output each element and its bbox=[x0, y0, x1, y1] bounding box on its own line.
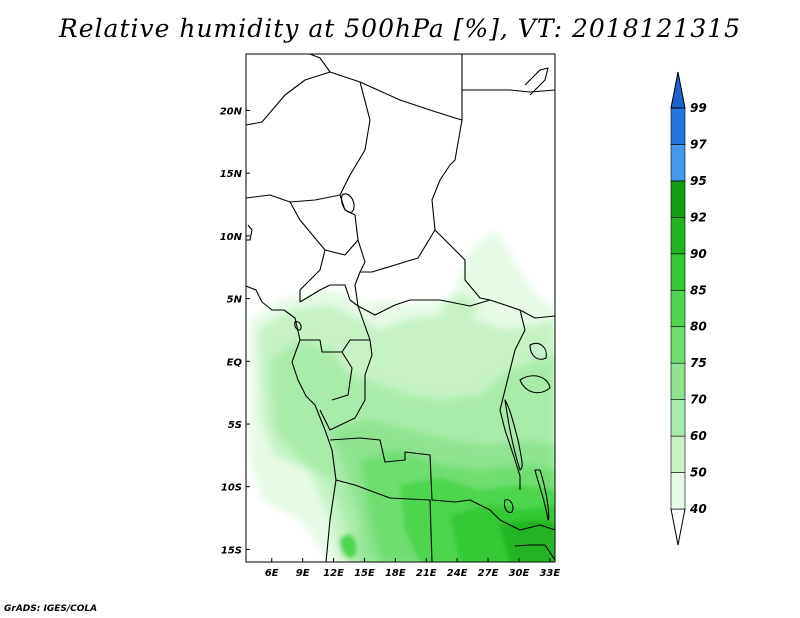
lon-axis: 6E 9E 12E 15E 18E 21E 24E 27E 30E 33E bbox=[265, 558, 560, 579]
colorbar-box bbox=[670, 289, 686, 328]
colorbar-label: 97 bbox=[690, 137, 707, 151]
colorbar-label: 80 bbox=[690, 320, 707, 334]
lat-tick-label: 15N bbox=[220, 169, 243, 180]
lon-tick-label: 12E bbox=[323, 568, 344, 579]
colorbar-label: 99 bbox=[690, 101, 707, 115]
lon-tick-label: 15E bbox=[354, 568, 375, 579]
colorbar-label: 60 bbox=[690, 429, 707, 443]
lat-tick-label: 20N bbox=[220, 106, 243, 117]
colorbar-box bbox=[670, 326, 686, 364]
lat-tick-label: EQ bbox=[227, 357, 243, 368]
colorbar-label: 70 bbox=[690, 393, 707, 407]
colorbar-box bbox=[670, 144, 686, 182]
colorbar-box bbox=[670, 362, 686, 400]
lat-tick-label: 5N bbox=[227, 295, 243, 306]
lon-tick-label: 9E bbox=[296, 568, 310, 579]
country-boundaries bbox=[246, 54, 555, 562]
colorbar-box bbox=[670, 107, 686, 145]
lat-tick-label: 10S bbox=[221, 483, 242, 494]
lat-tick-label: 15S bbox=[221, 545, 242, 556]
lon-tick-label: 6E bbox=[265, 568, 279, 579]
lat-axis: 20N 15N 10N 5N EQ 5S 10S 15S bbox=[220, 106, 250, 556]
plot-frame bbox=[245, 53, 556, 563]
colorbar-box bbox=[670, 253, 686, 291]
colorbar-bottom-triangle bbox=[670, 508, 686, 546]
colorbar-box bbox=[670, 217, 686, 255]
map-title: Relative humidity at 500hPa [%], VT: 201… bbox=[58, 14, 742, 43]
lon-tick-label: 30E bbox=[509, 568, 530, 579]
colorbar: 40 50 60 70 75 80 85 90 92 95 97 99 bbox=[670, 71, 707, 546]
colorbar-box bbox=[670, 435, 686, 473]
lat-tick-label: 10N bbox=[220, 232, 243, 243]
footer-credit: GrADS: IGES/COLA bbox=[4, 604, 98, 614]
lat-tick-label: 5S bbox=[228, 420, 242, 431]
lon-tick-label: 33E bbox=[539, 568, 560, 579]
colorbar-box bbox=[670, 399, 686, 437]
colorbar-label: 95 bbox=[690, 174, 707, 188]
humidity-level-92 bbox=[500, 520, 555, 562]
lon-tick-label: 18E bbox=[385, 568, 406, 579]
lon-tick-label: 24E bbox=[447, 568, 468, 579]
colorbar-label: 50 bbox=[690, 466, 707, 480]
colorbar-box bbox=[670, 472, 686, 510]
colorbar-label: 75 bbox=[690, 356, 707, 370]
colorbar-top-triangle bbox=[670, 71, 686, 109]
colorbar-label: 92 bbox=[690, 210, 707, 224]
lon-tick-label: 27E bbox=[478, 568, 499, 579]
colorbar-label: 40 bbox=[689, 502, 707, 516]
colorbar-box bbox=[670, 180, 686, 218]
lon-tick-label: 21E bbox=[416, 568, 437, 579]
colorbar-label: 85 bbox=[690, 283, 707, 297]
colorbar-label: 90 bbox=[690, 247, 707, 261]
